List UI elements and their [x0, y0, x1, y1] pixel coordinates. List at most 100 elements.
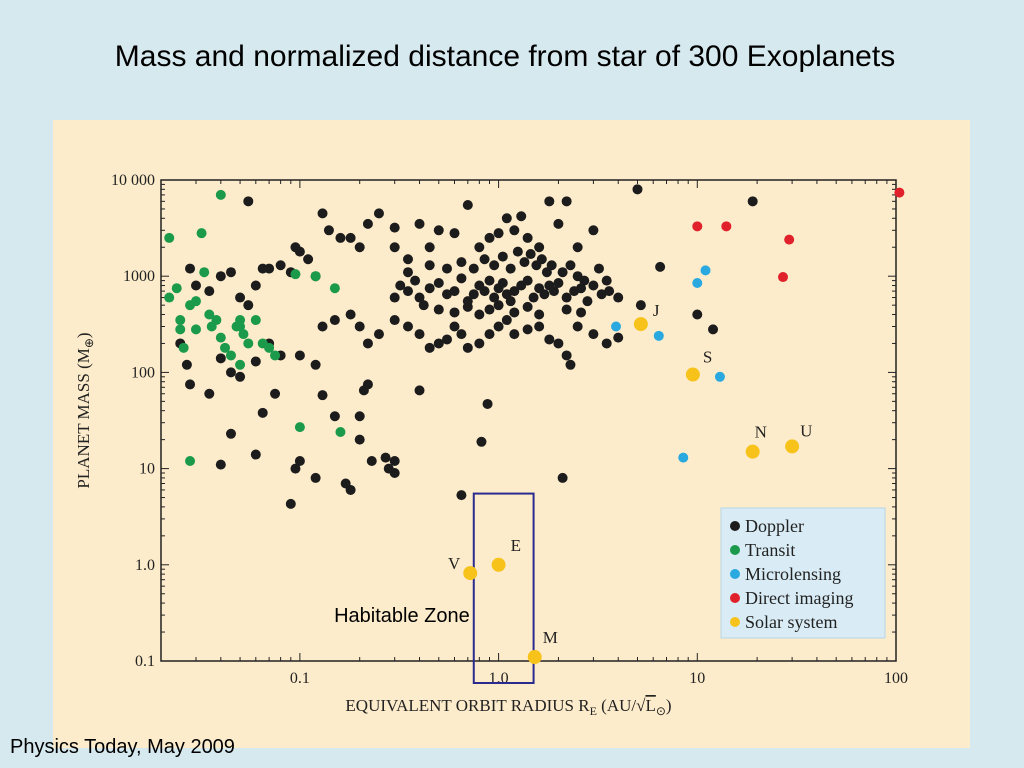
doppler-point [505, 263, 516, 274]
doppler-point [270, 388, 281, 399]
x-tick-label: 1.0 [489, 670, 509, 687]
doppler-point [250, 449, 261, 460]
doppler-point [456, 490, 467, 501]
axis-labels: EQUIVALENT ORBIT RADIUS RE (AU/√L⊙) PLANE… [74, 332, 672, 718]
transit-point [238, 329, 249, 340]
doppler-point [561, 350, 572, 361]
legend-box [720, 507, 886, 639]
doppler-point [534, 321, 545, 332]
doppler-point [501, 213, 512, 224]
doppler-point [395, 280, 406, 291]
scatter-chart: 0.1 1.0 10 100 0.1 1.0 10 100 1000 10 000 Habitab… [74, 172, 908, 718]
legend: Doppler Transit Microlensing Direct imaging… [720, 507, 886, 639]
doppler-point [565, 359, 576, 370]
transit-point [270, 350, 281, 361]
doppler-point [442, 334, 453, 345]
y-tick-label: 0.1 [135, 653, 155, 670]
microlensing-point [611, 321, 622, 332]
doppler-point [493, 228, 504, 239]
doppler-point [561, 304, 572, 315]
x-tick-label: 10 [689, 670, 705, 687]
doppler-point [402, 321, 413, 332]
doppler-point [204, 388, 215, 399]
doppler-point [310, 359, 321, 370]
doppler-point [484, 232, 495, 243]
doppler-point [335, 232, 346, 243]
transit-point [175, 315, 186, 326]
doppler-point [576, 283, 587, 294]
doppler-point [462, 342, 473, 353]
doppler-point [588, 225, 599, 236]
doppler-point [553, 338, 564, 349]
doppler-point [414, 329, 425, 340]
doppler-point [489, 260, 500, 271]
solar-planet-label: E [511, 536, 521, 555]
doppler-point [479, 286, 490, 297]
microlensing-point [653, 330, 664, 341]
transit-point [215, 189, 226, 200]
microlensing-point [692, 277, 703, 288]
doppler-point [596, 289, 607, 300]
microlensing-point [700, 265, 711, 276]
doppler-point [433, 277, 444, 288]
doppler-point [329, 315, 340, 326]
doppler-point [433, 225, 444, 236]
doppler-point [380, 452, 391, 463]
doppler-point [215, 459, 226, 470]
doppler-point [215, 353, 226, 364]
transit-point [196, 228, 207, 239]
solar-planet-point [491, 557, 506, 572]
solar-planet-point [685, 367, 700, 382]
doppler-point [243, 300, 254, 311]
plot-frame [160, 179, 897, 662]
doppler-point [366, 455, 377, 466]
doppler-point [468, 263, 479, 274]
slide-title: Mass and normalized distance from star o… [114, 40, 896, 73]
legend-label-microlensing: Microlensing [745, 564, 841, 584]
doppler-point [548, 286, 559, 297]
transit-point [199, 267, 210, 278]
doppler-point [474, 242, 485, 253]
doppler-point [482, 398, 493, 409]
transit-point [164, 292, 175, 303]
doppler-point [456, 257, 467, 268]
doppler-point [553, 218, 564, 229]
doppler-point [190, 280, 201, 291]
doppler-point [389, 292, 400, 303]
transit-point [250, 315, 261, 326]
doppler-point [528, 292, 539, 303]
transit-point [185, 455, 196, 466]
doppler-point [509, 225, 520, 236]
doppler-point [557, 472, 568, 483]
direct-imaging-point [721, 221, 732, 232]
doppler-point [522, 324, 533, 335]
legend-label-solar-system: Solar system [745, 612, 838, 632]
transit-point [310, 271, 321, 282]
doppler-point [462, 199, 473, 210]
legend-swatch-solar-system [730, 617, 740, 627]
direct-imaging-point [778, 272, 789, 283]
doppler-point [389, 222, 400, 233]
y-axis-title: PLANET MASS (M⊕) [74, 332, 96, 488]
doppler-point [522, 301, 533, 312]
doppler-point [235, 371, 246, 382]
doppler-point [579, 275, 590, 286]
microlensing-point [678, 452, 689, 463]
solar-planet-label: U [800, 421, 812, 440]
doppler-point [449, 307, 460, 318]
doppler-point [402, 254, 413, 265]
doppler-point [362, 218, 373, 229]
legend-swatch-direct-imaging [730, 593, 740, 603]
doppler-point [489, 292, 500, 303]
direct-imaging-point [894, 187, 905, 198]
doppler-point [474, 338, 485, 349]
legend-swatch-microlensing [730, 569, 740, 579]
doppler-point [294, 350, 305, 361]
doppler-point [424, 260, 435, 271]
legend-swatch-doppler [730, 521, 740, 531]
doppler-point [561, 196, 572, 207]
doppler-point [250, 356, 261, 367]
doppler-point [468, 289, 479, 300]
solar-planet-label: M [543, 628, 558, 647]
doppler-point [424, 342, 435, 353]
